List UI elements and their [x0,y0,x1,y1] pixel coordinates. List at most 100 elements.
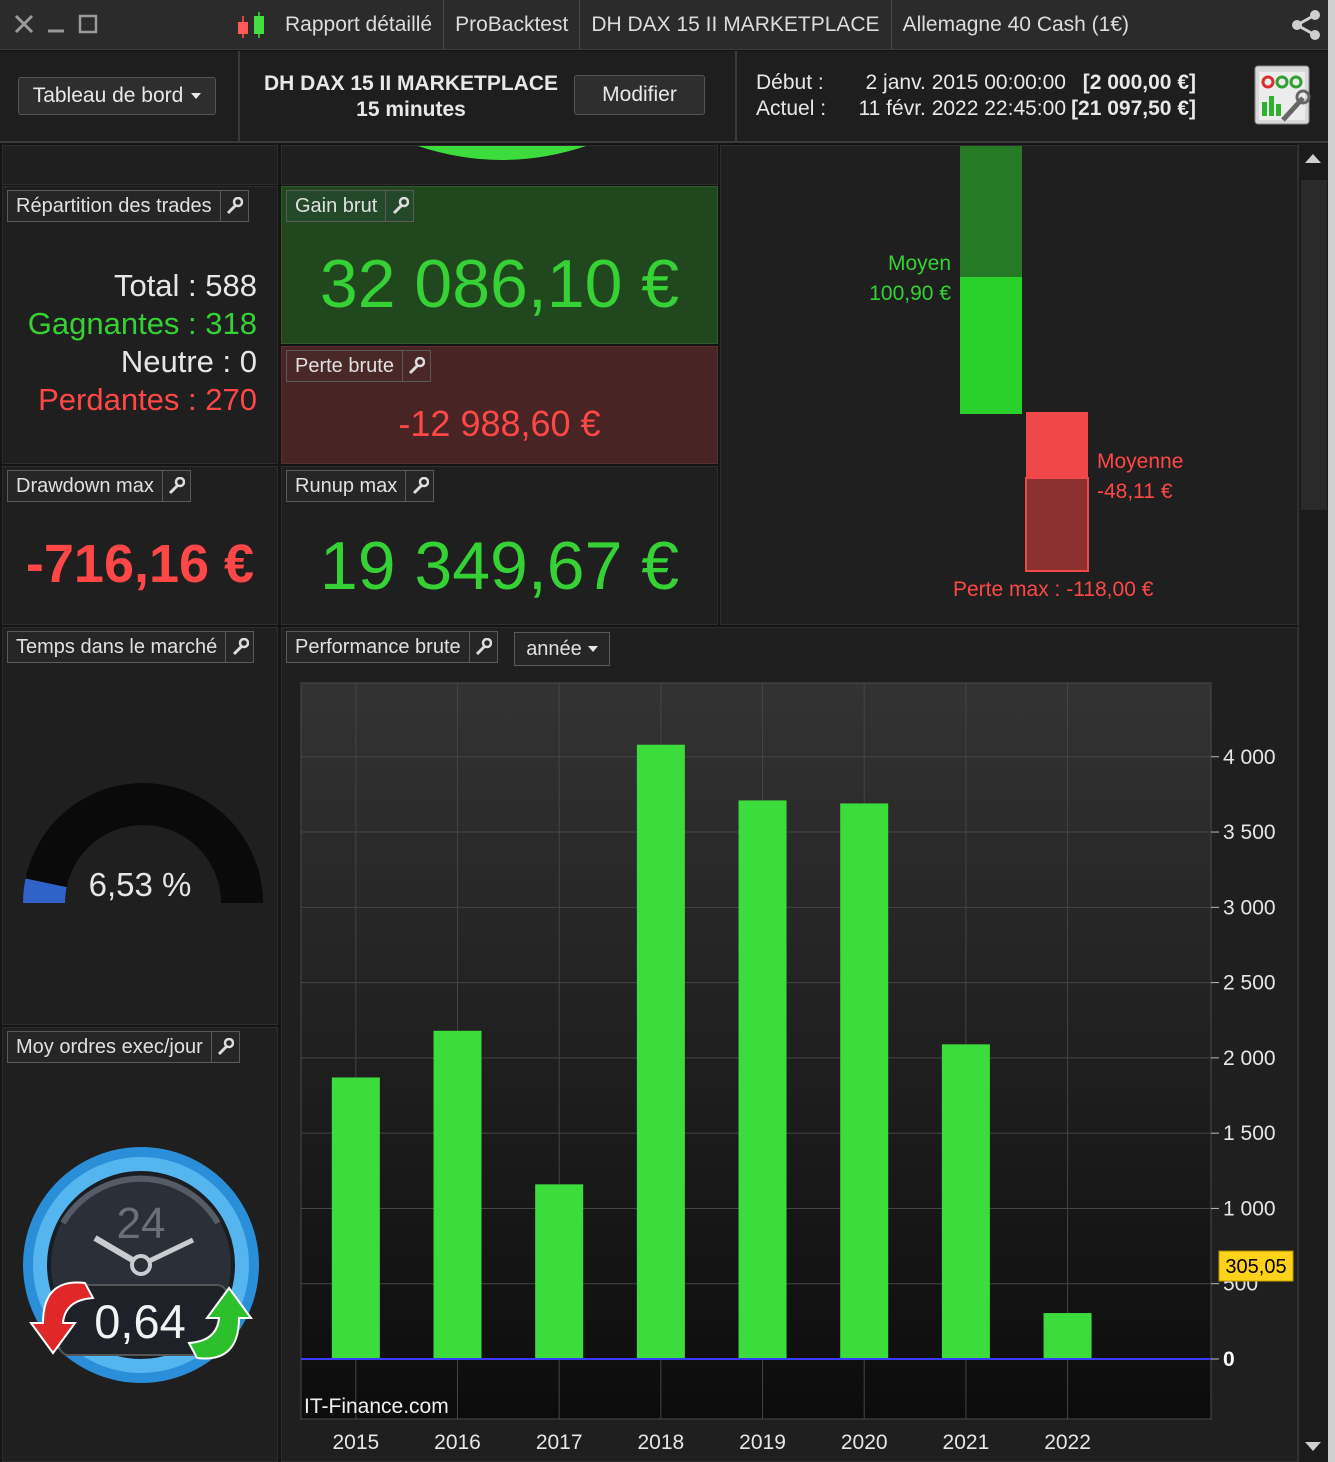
wrench-icon[interactable] [210,1032,239,1062]
max-gain-bar [960,146,1022,277]
wrench-icon[interactable] [385,191,413,221]
y-tick-label: 2 000 [1223,1047,1276,1070]
maximize-icon[interactable] [76,12,100,36]
wrench-icon[interactable] [225,632,253,662]
tab-strategy[interactable]: DH DAX 15 II MARKETPLACE [580,0,892,50]
panel-title: Moy ordres exec/jour [7,1031,240,1063]
trades-winners: Gagnantes : 318 [27,306,257,341]
panel-partial-top-middle [281,145,718,185]
strategy-timeframe: 15 minutes [356,98,466,121]
close-icon[interactable] [12,12,36,36]
bar-2016[interactable] [433,1030,482,1359]
bar-2015[interactable] [331,1077,380,1359]
bar-2020[interactable] [840,803,889,1359]
time-in-market-value: 6,53 % [88,866,192,903]
time-in-market-gauge [23,783,263,903]
wrench-icon[interactable] [468,632,497,662]
backtest-period: Début : 2 janv. 2015 00:00:00 [2 000,00 … [756,70,1196,122]
strategy-title: DH DAX 15 II MARKETPLACE 15 minutes [244,71,578,123]
average-trade-graphic [960,146,1089,572]
max-loss-bar [1025,477,1089,572]
y-tick-label: 1 000 [1223,1197,1276,1220]
current-date: 11 févr. 2022 22:45:00 [858,97,1066,120]
panel-max-runup: Runup max 19 349,67 € [281,466,718,625]
x-tick-label: 2022 [1044,1431,1091,1454]
bar-2021[interactable] [941,1044,990,1359]
panel-average-trade: Moyen 100,90 € Moyenne -48,11 € Perte ma… [720,145,1298,625]
strategy-header: Tableau de bord DH DAX 15 II MARKETPLACE… [0,51,1335,143]
current-label: Actuel : [756,97,827,120]
dashboard-dropdown[interactable]: Tableau de bord [18,77,216,115]
last-value-text: 305,05 [1225,1256,1286,1278]
tab-detailed-report[interactable]: Rapport détaillé [274,0,445,50]
trades-losers: Perdantes : 270 [38,382,257,417]
header-divider [238,51,240,143]
max-drawdown-value: -716,16 € [25,534,255,594]
bar-2019[interactable] [738,800,787,1359]
chevron-down-icon [191,93,202,99]
candlestick-icon [234,10,270,42]
avg-orders-value: 0,64 [94,1295,186,1348]
panel-title-text: Temps dans le marché [16,635,218,658]
report-settings-icon[interactable] [1253,64,1313,126]
y-tick-label: 0 [1223,1348,1235,1371]
panel-gross-gain: Gain brut 32 086,10 € [281,186,718,344]
x-tick-label: 2020 [841,1431,888,1454]
panel-title-text: Performance brute [295,635,461,658]
header-divider [735,51,737,143]
average-gain-label: Moyen [887,252,951,275]
gross-gain-value: 32 086,10 € [319,246,680,322]
dashboard-label: Tableau de bord [32,84,184,107]
share-icon[interactable] [1289,8,1323,42]
vertical-scrollbar[interactable] [1298,144,1328,1462]
average-gain-bar [960,277,1022,414]
panel-gross-loss: Perte brute -12 988,60 € [281,346,718,464]
average-gain-value: 100,90 € [869,282,951,305]
modify-button[interactable]: Modifier [574,75,705,115]
panel-gross-performance: Performance brute année 0 500 1 000 1 500 2 … [281,627,1298,1462]
clock-icon: 24 [23,1147,259,1383]
panel-title: Répartition des trades [7,190,249,222]
panel-title: Perte brute [286,350,431,382]
panel-title-text: Drawdown max [16,474,154,497]
average-loss-label: Moyenne [1097,450,1184,473]
period-dropdown[interactable]: année [514,632,610,666]
x-tick-label: 2015 [332,1431,379,1454]
start-amount: [2 000,00 €] [1082,71,1196,94]
panel-title-text: Runup max [295,474,398,497]
bar-2017[interactable] [535,1184,584,1359]
y-tick-label: 2 500 [1223,972,1276,995]
panel-title: Drawdown max [7,470,191,502]
scroll-thumb[interactable] [1301,180,1327,510]
scroll-down-icon[interactable] [1305,1442,1321,1451]
panel-title-text: Répartition des trades [16,194,212,217]
y-tick-label: 3 500 [1223,821,1276,844]
period-label: année [526,637,582,660]
bar-2022[interactable] [1043,1313,1092,1359]
panel-partial-top-left [2,145,278,185]
average-loss-value: -48,11 € [1097,480,1173,503]
bar-2018[interactable] [636,744,685,1359]
wrench-icon[interactable] [161,471,190,501]
y-tick-label: 1 500 [1223,1122,1276,1145]
wrench-icon[interactable] [405,471,433,501]
last-value-tag [1218,1250,1294,1282]
scroll-up-icon[interactable] [1305,154,1321,163]
tab-probacktest[interactable]: ProBacktest [444,0,581,50]
watermark: IT-Finance.com [304,1395,449,1418]
wrench-icon[interactable] [401,351,430,381]
x-tick-label: 2018 [638,1431,685,1454]
tab-instrument[interactable]: Allemagne 40 Cash (1€) [902,13,1130,36]
wrench-icon[interactable] [219,191,248,221]
gross-loss-value: -12 988,60 € [398,403,601,444]
start-label: Début : [756,71,824,94]
panel-trade-distribution: Répartition des trades Total : 588 Gagna… [2,186,278,464]
y-tick-label: 4 000 [1223,746,1276,769]
x-tick-label: 2017 [536,1431,583,1454]
minimize-icon[interactable] [44,12,68,36]
panel-avg-orders-per-day: Moy ordres exec/jour 24 0,64 [2,1027,278,1462]
current-amount: [21 097,50 €] [1071,97,1196,120]
trades-total: Total : 588 [113,268,257,303]
